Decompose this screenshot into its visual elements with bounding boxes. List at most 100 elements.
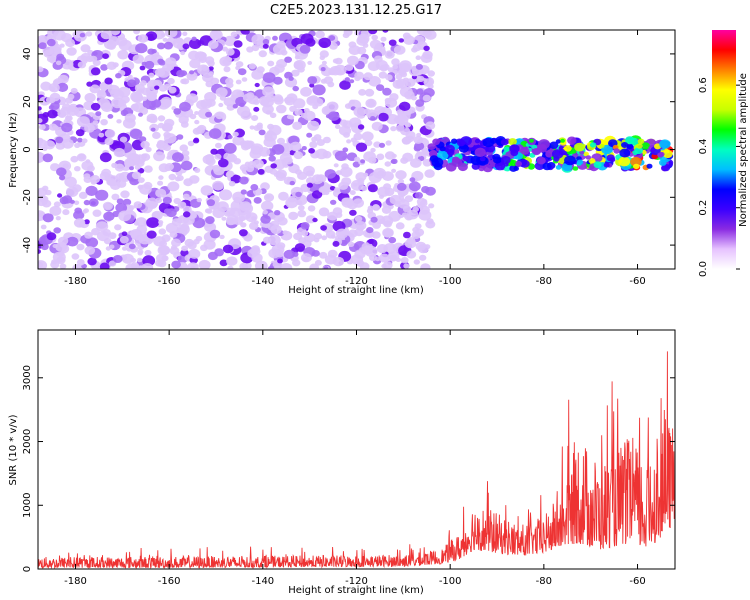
heatmap-cell	[251, 34, 265, 45]
heatmap-cell	[42, 185, 49, 191]
heatmap-cell	[318, 37, 332, 48]
heatmap-cell	[55, 136, 64, 144]
heatmap-cell	[323, 266, 329, 269]
heatmap-cell	[240, 110, 252, 120]
heatmap-cell	[45, 96, 54, 104]
heatmap-cell	[270, 163, 278, 169]
heatmap-cell	[84, 231, 93, 239]
heatmap-cell	[579, 150, 585, 155]
heatmap-cell	[241, 143, 250, 151]
heatmap-cell	[395, 222, 405, 230]
heatmap-cell	[117, 86, 131, 98]
heatmap-cell	[258, 50, 267, 58]
heatmap-cell	[173, 108, 182, 115]
heatmap-cell	[339, 80, 351, 90]
heatmap-cell	[118, 210, 132, 222]
heatmap-cell	[312, 84, 326, 96]
heatmap-cell	[403, 35, 415, 45]
heatmap-cell	[79, 32, 86, 38]
heatmap-cell	[389, 254, 398, 262]
heatmap-cell	[169, 231, 178, 238]
heatmap-cell	[382, 171, 394, 182]
x-tick-label: -180	[64, 576, 87, 587]
heatmap-cell	[335, 124, 341, 129]
spectrogram-y-label: Frequency (Hz)	[8, 112, 19, 188]
heatmap-cell	[262, 43, 269, 49]
heatmap-cell	[384, 50, 395, 59]
heatmap-cell	[222, 244, 234, 254]
heatmap-cell	[109, 89, 120, 98]
heatmap-cell	[384, 161, 392, 167]
heatmap-cell	[232, 135, 245, 146]
heatmap-cell	[212, 180, 224, 191]
heatmap-cell	[423, 45, 430, 51]
heatmap-cell	[396, 115, 409, 126]
heatmap-cell	[179, 144, 189, 152]
heatmap-cell	[603, 162, 610, 168]
heatmap-cell	[599, 143, 605, 148]
heatmap-cell	[223, 97, 235, 107]
heatmap-cell	[226, 170, 234, 177]
heatmap-cell	[549, 141, 559, 149]
heatmap-cell	[153, 151, 166, 162]
heatmap-cell	[354, 156, 361, 162]
heatmap-cell	[66, 236, 79, 247]
heatmap-cell	[483, 164, 493, 173]
heatmap-cell	[384, 97, 392, 104]
spectrogram-panel: -180 -160 -140 -120 -100 -80 -60 -40 -20 0 20 40 H…	[8, 29, 676, 296]
heatmap-cell	[115, 73, 122, 79]
x-tick-label: -140	[251, 276, 274, 287]
heatmap-cell	[194, 119, 200, 125]
heatmap-cell	[203, 239, 216, 250]
colorbar-tick-label: 0.4	[698, 138, 709, 154]
x-tick-label: -120	[345, 276, 368, 287]
heatmap-cell	[419, 200, 428, 207]
heatmap-cell	[272, 35, 278, 41]
heatmap-cell	[366, 227, 374, 234]
heatmap-cell	[311, 174, 324, 185]
heatmap-cell	[493, 156, 502, 164]
heatmap-cell	[334, 150, 348, 161]
heatmap-cell	[84, 246, 96, 255]
heatmap-cell	[144, 165, 153, 173]
heatmap-cell	[55, 216, 61, 221]
heatmap-cell	[400, 157, 409, 164]
heatmap-cell	[632, 150, 638, 156]
heatmap-cell	[150, 127, 156, 132]
heatmap-cell	[226, 104, 235, 111]
heatmap-cell	[509, 144, 520, 153]
heatmap-cell	[83, 176, 92, 184]
heatmap-cell	[322, 136, 331, 144]
heatmap-cell	[625, 136, 635, 145]
heatmap-cell	[542, 162, 552, 171]
heatmap-cell	[364, 88, 375, 97]
heatmap-cell	[355, 221, 367, 230]
heatmap-cell	[163, 131, 171, 138]
heatmap-cell	[146, 217, 160, 229]
heatmap-cell	[48, 83, 60, 93]
heatmap-cell	[315, 148, 328, 160]
heatmap-cell	[181, 245, 189, 252]
heatmap-cell	[395, 78, 408, 89]
heatmap-cell	[303, 165, 315, 176]
heatmap-cell	[474, 147, 486, 157]
heatmap-cell	[158, 228, 167, 235]
heatmap-cell	[257, 168, 265, 175]
heatmap-cell	[307, 76, 318, 85]
heatmap-cell	[267, 222, 277, 231]
heatmap-cell	[311, 250, 320, 257]
heatmap-cell	[221, 216, 227, 221]
heatmap-cell	[42, 112, 50, 118]
heatmap-cell	[88, 122, 99, 131]
heatmap-cell	[226, 256, 238, 266]
heatmap-cell	[404, 238, 417, 249]
heatmap-cell	[189, 70, 195, 75]
heatmap-cell	[167, 181, 180, 192]
heatmap-cell	[393, 45, 406, 55]
heatmap-cell	[355, 259, 365, 267]
heatmap-cell	[249, 125, 255, 130]
heatmap-cell	[215, 87, 228, 98]
heatmap-cell	[428, 203, 435, 209]
heatmap-cell	[283, 157, 293, 165]
heatmap-cell	[107, 114, 114, 119]
